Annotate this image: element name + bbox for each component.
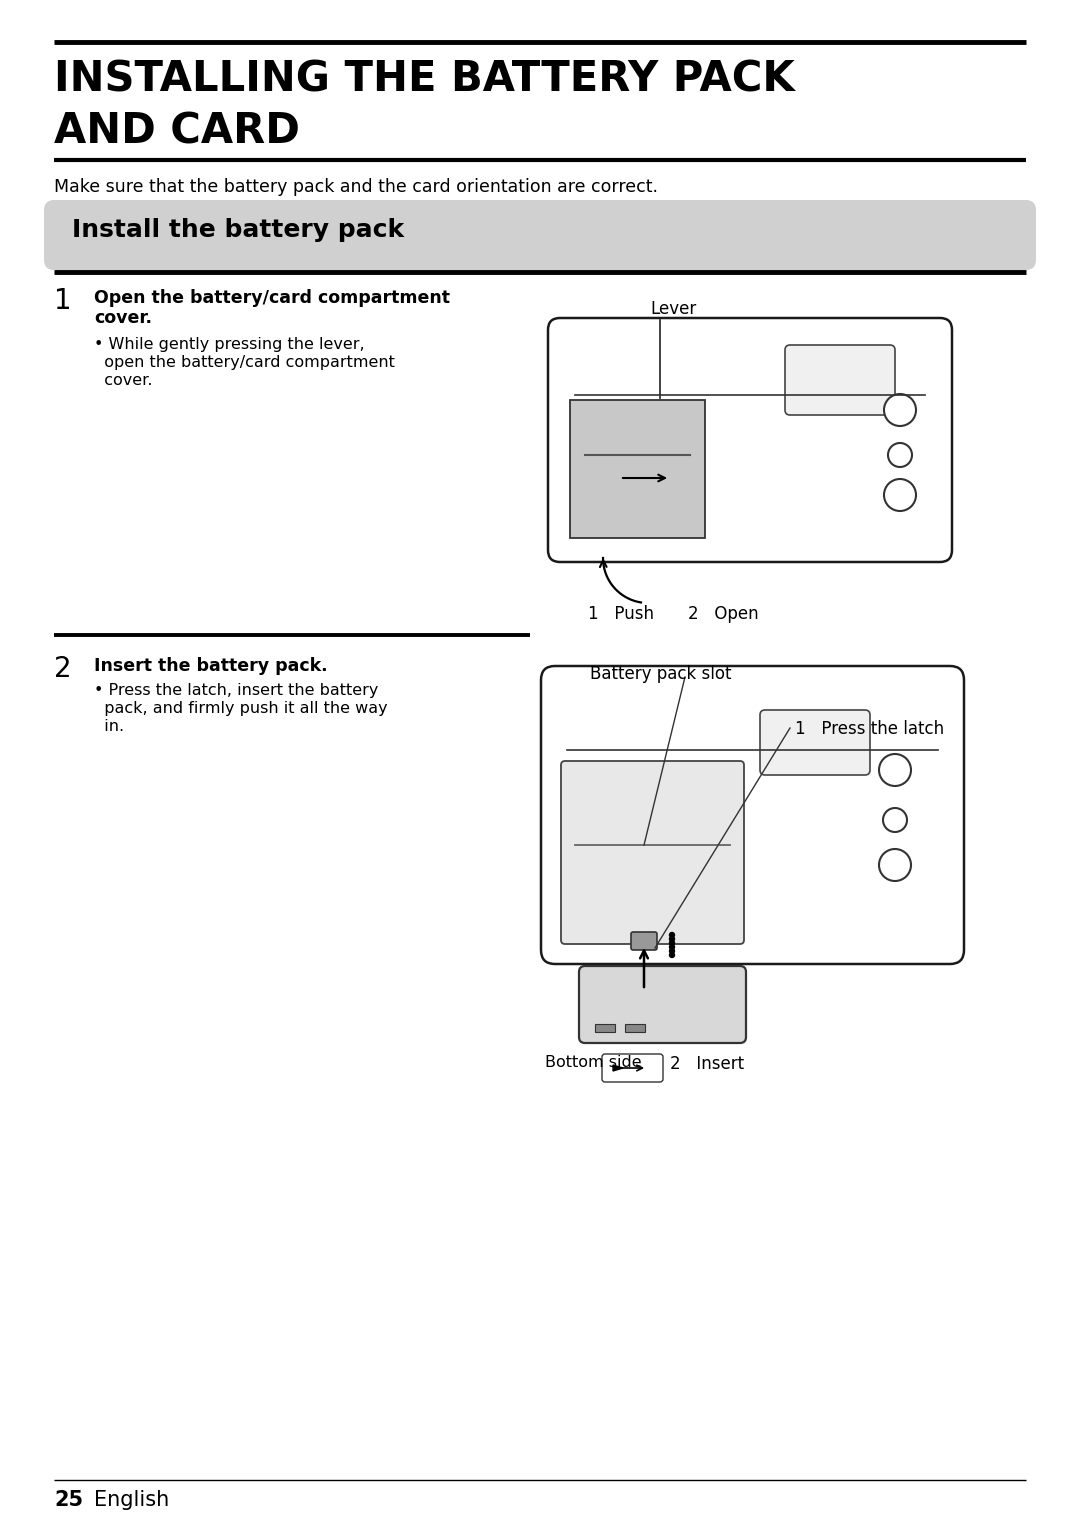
Text: Insert the battery pack.: Insert the battery pack.	[94, 658, 327, 674]
Circle shape	[670, 952, 675, 957]
Circle shape	[885, 479, 916, 511]
Circle shape	[670, 932, 675, 937]
FancyBboxPatch shape	[595, 1024, 615, 1032]
Text: 2: 2	[54, 655, 71, 684]
Text: AND CARD: AND CARD	[54, 110, 300, 153]
Circle shape	[879, 848, 912, 881]
Text: in.: in.	[94, 719, 124, 734]
Text: open the battery/card compartment: open the battery/card compartment	[94, 356, 395, 369]
Circle shape	[879, 754, 912, 786]
Text: 2   Insert: 2 Insert	[670, 1054, 744, 1073]
Text: English: English	[94, 1489, 170, 1511]
Polygon shape	[570, 400, 705, 539]
Polygon shape	[613, 1065, 623, 1071]
FancyBboxPatch shape	[602, 1054, 663, 1082]
FancyBboxPatch shape	[631, 932, 657, 951]
Circle shape	[670, 937, 675, 942]
Text: 1: 1	[54, 287, 71, 314]
FancyBboxPatch shape	[579, 966, 746, 1042]
Text: Install the battery pack: Install the battery pack	[72, 218, 404, 243]
FancyBboxPatch shape	[561, 761, 744, 945]
Text: cover.: cover.	[94, 372, 152, 388]
Text: Battery pack slot: Battery pack slot	[590, 665, 731, 684]
FancyBboxPatch shape	[548, 317, 951, 562]
FancyBboxPatch shape	[760, 710, 870, 775]
Circle shape	[883, 807, 907, 832]
Text: Bottom side: Bottom side	[545, 1054, 642, 1070]
Text: Open the battery/card compartment: Open the battery/card compartment	[94, 288, 450, 307]
Circle shape	[670, 949, 675, 954]
Text: • While gently pressing the lever,: • While gently pressing the lever,	[94, 337, 365, 353]
Text: INSTALLING THE BATTERY PACK: INSTALLING THE BATTERY PACK	[54, 58, 795, 101]
Text: 25: 25	[54, 1489, 83, 1511]
Circle shape	[670, 940, 675, 946]
Text: pack, and firmly push it all the way: pack, and firmly push it all the way	[94, 700, 388, 716]
Circle shape	[670, 945, 675, 949]
FancyBboxPatch shape	[785, 345, 895, 415]
FancyBboxPatch shape	[44, 200, 1036, 270]
Text: Lever: Lever	[650, 301, 697, 317]
Text: • Press the latch, insert the battery: • Press the latch, insert the battery	[94, 684, 378, 697]
Text: 2   Open: 2 Open	[688, 604, 758, 623]
Circle shape	[888, 443, 912, 467]
Text: cover.: cover.	[94, 308, 152, 327]
Text: Make sure that the battery pack and the card orientation are correct.: Make sure that the battery pack and the …	[54, 179, 658, 195]
FancyBboxPatch shape	[625, 1024, 645, 1032]
FancyBboxPatch shape	[541, 665, 964, 964]
Text: 1   Push: 1 Push	[588, 604, 654, 623]
Text: 1   Press the latch: 1 Press the latch	[795, 720, 944, 739]
Circle shape	[885, 394, 916, 426]
